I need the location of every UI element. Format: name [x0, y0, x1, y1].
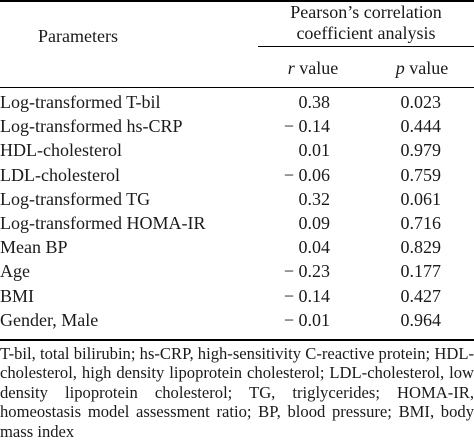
parameter-cell: LDL-cholesterol — [0, 164, 120, 185]
parameters-header: Parameters — [38, 26, 118, 46]
r-value-cell: 0.01 — [298, 140, 331, 161]
pearson-group-header: Pearson’s correlation coefficient analys… — [290, 2, 442, 43]
r-value-cell: − 0.23 — [283, 261, 330, 282]
table-row: LDL-cholesterol − 0.06 0.759 — [0, 163, 474, 187]
parameter-cell: Log-transformed HOMA-IR — [0, 212, 206, 233]
p-value-cell: 0.023 — [400, 92, 442, 112]
p-value-cell: 0.427 — [400, 285, 442, 306]
parameter-cell: Age — [0, 261, 30, 282]
r-value-cell: 0.04 — [298, 237, 331, 258]
p-symbol: p — [395, 58, 405, 78]
p-value-header: p value — [370, 58, 474, 79]
table-row: Log-transformed T-bil 0.38 0.023 — [0, 90, 474, 114]
table-body: Log-transformed T-bil 0.38 0.023 Log-tra… — [0, 90, 474, 332]
r-value-cell: 0.38 — [298, 92, 331, 112]
r-value-header: r value — [275, 58, 351, 79]
p-value-cell: 0.759 — [400, 164, 442, 185]
table-row: HDL-cholesterol 0.01 0.979 — [0, 138, 474, 162]
table-row: Log-transformed TG 0.32 0.061 — [0, 187, 474, 211]
table-row: BMI − 0.14 0.427 — [0, 284, 474, 308]
p-value-cell: 0.177 — [400, 261, 442, 282]
r-value-cell: − 0.01 — [283, 309, 330, 330]
header-bottom-rule — [0, 87, 474, 88]
r-value-cell: 0.32 — [298, 188, 331, 209]
table-row: Log-transformed HOMA-IR 0.09 0.716 — [0, 211, 474, 235]
p-suffix: value — [404, 58, 449, 78]
table-footnote: T-bil, total bilirubin; hs-CRP, high-sen… — [0, 344, 474, 441]
r-value-cell: − 0.06 — [283, 164, 330, 185]
p-value-cell: 0.829 — [400, 237, 442, 258]
r-symbol: r — [287, 58, 295, 78]
r-value-cell: − 0.14 — [283, 116, 330, 137]
parameter-cell: Gender, Male — [0, 309, 99, 330]
parameter-cell: Log-transformed hs-CRP — [0, 116, 183, 137]
p-value-cell: 0.444 — [400, 116, 442, 137]
parameter-cell: HDL-cholesterol — [0, 140, 122, 161]
r-value-cell: − 0.14 — [283, 285, 330, 306]
p-value-cell: 0.979 — [400, 140, 442, 161]
parameter-cell: BMI — [0, 285, 35, 306]
parameter-cell: Log-transformed TG — [0, 188, 151, 209]
parameter-cell: Log-transformed T-bil — [0, 92, 161, 112]
table-bottom-rule — [0, 339, 474, 341]
table-row: Gender, Male − 0.01 0.964 — [0, 308, 474, 332]
table-top-rule — [0, 0, 474, 2]
table-row: Log-transformed hs-CRP − 0.14 0.444 — [0, 114, 474, 138]
p-value-cell: 0.716 — [400, 212, 442, 233]
group-header-rule — [258, 46, 474, 47]
p-value-cell: 0.964 — [400, 309, 442, 330]
parameter-cell: Mean BP — [0, 237, 68, 258]
r-value-cell: 0.09 — [298, 212, 331, 233]
r-suffix: value — [294, 58, 339, 78]
table-row: Mean BP 0.04 0.829 — [0, 235, 474, 259]
p-value-cell: 0.061 — [400, 188, 442, 209]
table-row: Age − 0.23 0.177 — [0, 259, 474, 283]
